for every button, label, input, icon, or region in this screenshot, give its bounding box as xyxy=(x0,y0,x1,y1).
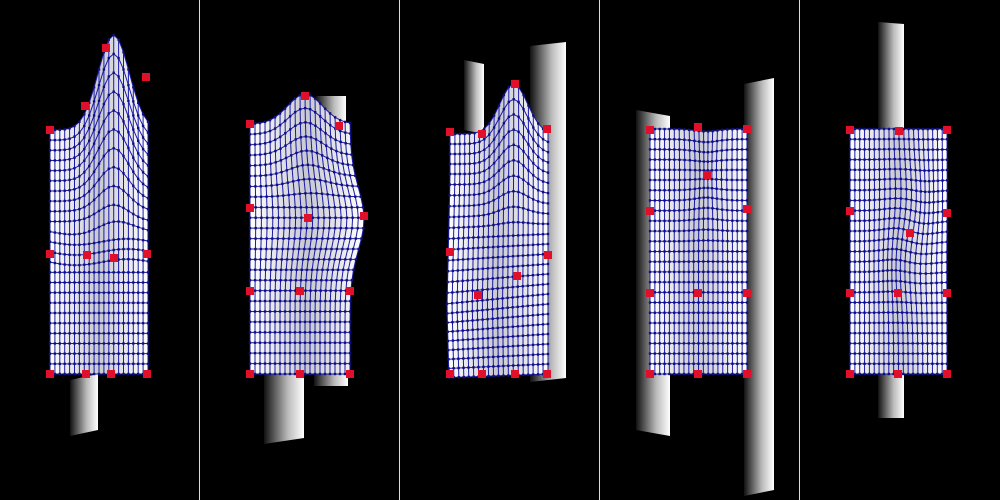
control-point[interactable] xyxy=(446,370,454,378)
control-point[interactable] xyxy=(943,370,951,378)
mesh-diagram xyxy=(246,92,368,444)
control-point[interactable] xyxy=(543,370,551,378)
control-point[interactable] xyxy=(246,120,254,128)
control-point[interactable] xyxy=(478,370,486,378)
control-point[interactable] xyxy=(335,122,343,130)
control-point[interactable] xyxy=(511,370,519,378)
control-point[interactable] xyxy=(543,125,551,133)
control-point[interactable] xyxy=(346,287,354,295)
control-point[interactable] xyxy=(646,126,654,134)
control-point[interactable] xyxy=(846,289,854,297)
mesh-diagram xyxy=(445,42,566,382)
control-point[interactable] xyxy=(646,370,654,378)
control-point[interactable] xyxy=(894,370,902,378)
panel-divider xyxy=(199,0,200,500)
control-point[interactable] xyxy=(360,212,368,220)
control-point[interactable] xyxy=(478,130,486,138)
control-point[interactable] xyxy=(743,125,751,133)
control-point[interactable] xyxy=(646,289,654,297)
control-point[interactable] xyxy=(142,73,150,81)
control-point[interactable] xyxy=(703,171,711,179)
control-point[interactable] xyxy=(743,370,751,378)
control-point[interactable] xyxy=(446,128,454,136)
panel-divider xyxy=(799,0,800,500)
background-strip xyxy=(464,60,484,134)
control-point[interactable] xyxy=(906,229,914,237)
control-point[interactable] xyxy=(346,370,354,378)
control-point[interactable] xyxy=(246,204,254,212)
control-point[interactable] xyxy=(943,289,951,297)
control-point[interactable] xyxy=(143,250,151,258)
control-point[interactable] xyxy=(46,250,54,258)
control-point[interactable] xyxy=(304,214,312,222)
mesh-diagram xyxy=(46,33,151,436)
control-point[interactable] xyxy=(895,127,903,135)
control-point[interactable] xyxy=(110,254,118,262)
grid-dots xyxy=(848,127,949,376)
control-point[interactable] xyxy=(846,370,854,378)
control-point[interactable] xyxy=(846,126,854,134)
panel-divider xyxy=(399,0,400,500)
control-point[interactable] xyxy=(646,207,654,215)
panel-4 xyxy=(600,0,799,500)
control-point[interactable] xyxy=(246,370,254,378)
control-point[interactable] xyxy=(246,287,254,295)
control-point[interactable] xyxy=(544,251,552,259)
control-point[interactable] xyxy=(474,291,482,299)
control-point[interactable] xyxy=(446,248,454,256)
panel-divider xyxy=(599,0,600,500)
control-point[interactable] xyxy=(846,207,854,215)
control-point[interactable] xyxy=(694,289,702,297)
background-strip xyxy=(264,366,304,444)
control-point[interactable] xyxy=(743,289,751,297)
control-point[interactable] xyxy=(83,251,91,259)
control-point[interactable] xyxy=(107,370,115,378)
control-point[interactable] xyxy=(943,126,951,134)
control-point[interactable] xyxy=(46,370,54,378)
grid-dots xyxy=(248,92,366,376)
control-point[interactable] xyxy=(694,370,702,378)
background-strip xyxy=(878,372,904,418)
control-point[interactable] xyxy=(694,123,702,131)
panel-2 xyxy=(200,0,399,500)
control-point[interactable] xyxy=(46,126,54,134)
panel-5 xyxy=(800,0,999,500)
control-point[interactable] xyxy=(81,102,89,110)
control-point[interactable] xyxy=(296,287,304,295)
mesh-diagram xyxy=(846,22,951,418)
background-strip xyxy=(70,374,98,436)
grid-dots xyxy=(648,127,749,376)
control-point[interactable] xyxy=(82,370,90,378)
control-point[interactable] xyxy=(296,370,304,378)
control-point[interactable] xyxy=(143,370,151,378)
control-point[interactable] xyxy=(743,205,751,213)
grid-col-line xyxy=(702,131,705,374)
control-point[interactable] xyxy=(301,92,309,100)
background-strip xyxy=(878,22,904,134)
control-point[interactable] xyxy=(894,289,902,297)
control-point[interactable] xyxy=(943,209,951,217)
panel-3 xyxy=(400,0,599,500)
control-point[interactable] xyxy=(102,44,110,52)
mesh-diagram xyxy=(636,78,774,496)
control-point[interactable] xyxy=(513,272,521,280)
background-strip xyxy=(744,78,774,496)
panel-1 xyxy=(0,0,199,500)
control-point[interactable] xyxy=(511,80,519,88)
